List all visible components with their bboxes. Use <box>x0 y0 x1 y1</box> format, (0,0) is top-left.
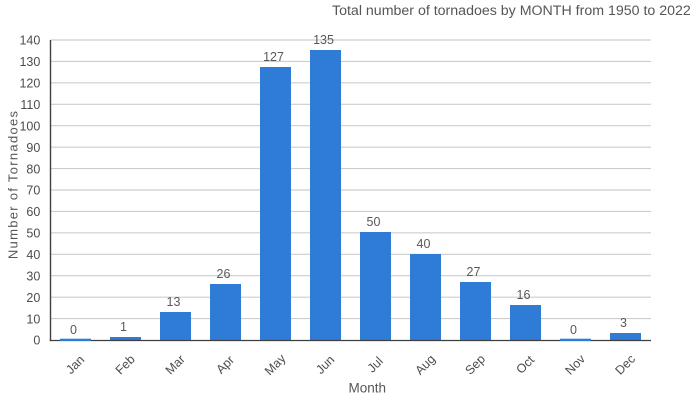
svg-text:80: 80 <box>26 162 40 176</box>
svg-text:50: 50 <box>26 227 40 241</box>
svg-text:26: 26 <box>217 267 231 281</box>
svg-text:Total number of tornadoes by M: Total number of tornadoes by MONTH from … <box>332 3 691 19</box>
svg-text:27: 27 <box>467 265 481 279</box>
svg-text:0: 0 <box>33 334 40 348</box>
svg-text:90: 90 <box>26 141 40 155</box>
svg-text:40: 40 <box>26 248 40 262</box>
svg-text:0: 0 <box>70 323 77 337</box>
svg-text:16: 16 <box>517 288 531 302</box>
svg-text:40: 40 <box>417 237 431 251</box>
svg-text:70: 70 <box>26 184 40 198</box>
svg-text:110: 110 <box>20 98 40 112</box>
svg-text:140: 140 <box>19 34 40 48</box>
svg-text:120: 120 <box>19 77 40 91</box>
svg-text:50: 50 <box>367 215 381 229</box>
svg-text:Month: Month <box>349 381 387 396</box>
svg-text:60: 60 <box>26 205 40 219</box>
svg-text:135: 135 <box>313 33 334 47</box>
svg-text:127: 127 <box>263 50 284 64</box>
svg-text:30: 30 <box>26 269 40 283</box>
svg-text:13: 13 <box>167 295 181 309</box>
svg-text:3: 3 <box>620 316 627 330</box>
svg-text:Number of Tornadoes: Number of Tornadoes <box>6 110 21 259</box>
svg-text:0: 0 <box>570 323 577 337</box>
svg-text:10: 10 <box>26 312 40 326</box>
svg-text:1: 1 <box>120 320 127 334</box>
svg-text:100: 100 <box>19 119 40 133</box>
svg-text:20: 20 <box>26 291 40 305</box>
svg-text:130: 130 <box>19 55 40 69</box>
